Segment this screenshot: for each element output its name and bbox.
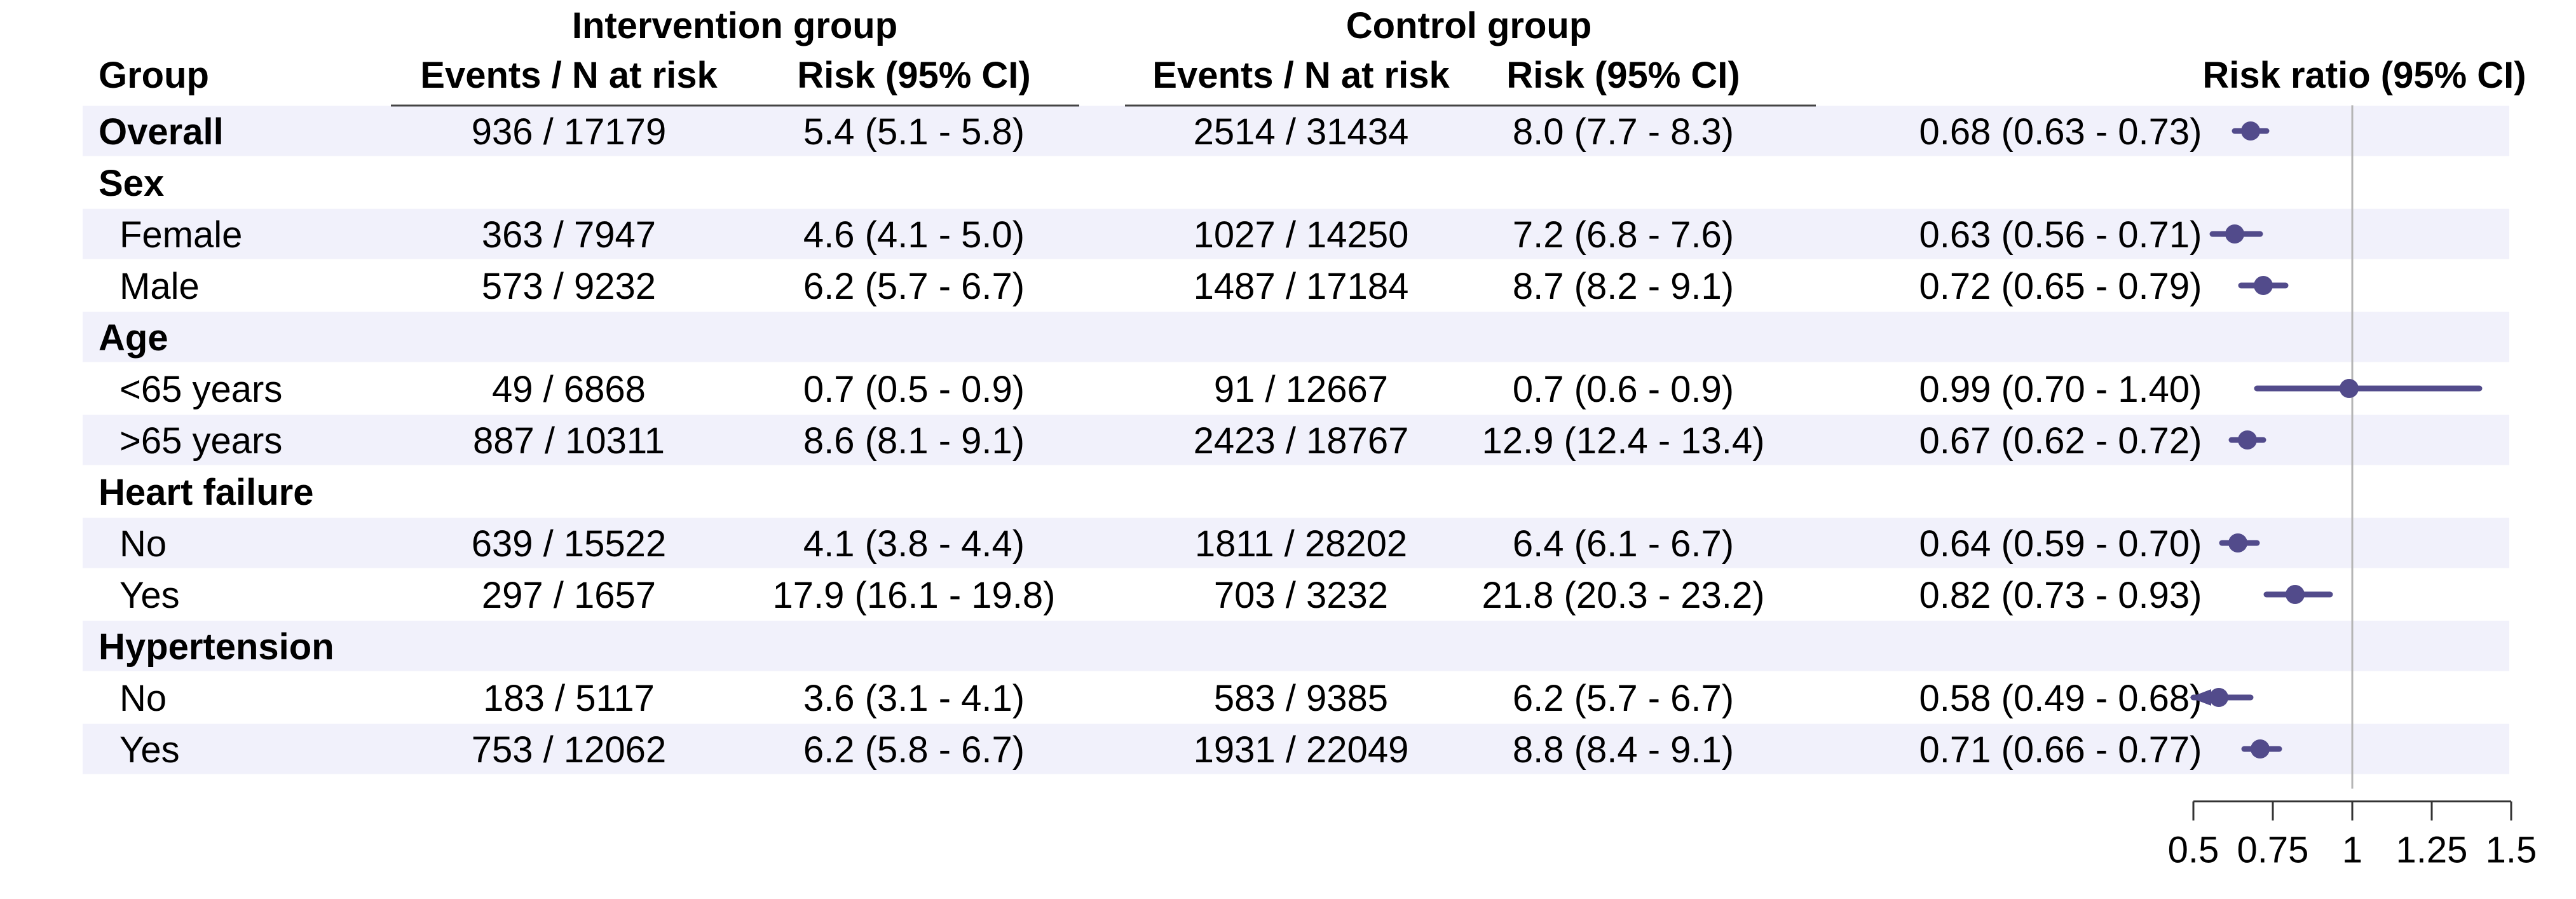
row-label: No bbox=[119, 523, 167, 565]
subgroup-header: Age bbox=[99, 317, 168, 359]
control-group-title: Control group bbox=[1346, 5, 1592, 46]
control-risk-cell: 6.2 (5.7 - 6.7) bbox=[1513, 678, 1734, 719]
intervention-risk-cell: 6.2 (5.8 - 6.7) bbox=[803, 729, 1025, 771]
row-band bbox=[83, 209, 2509, 259]
point-estimate bbox=[2286, 585, 2305, 604]
risk-ratio-cell: 0.68 (0.63 - 0.73) bbox=[1919, 111, 2202, 153]
control-risk-cell: 8.0 (7.7 - 8.3) bbox=[1513, 111, 1734, 153]
control-events-header: Events / N at risk bbox=[1152, 55, 1450, 96]
control-events-cell: 1027 / 14250 bbox=[1194, 214, 1409, 256]
intervention-events-cell: 753 / 12062 bbox=[472, 729, 666, 771]
row-band bbox=[83, 518, 2509, 568]
point-estimate bbox=[2238, 430, 2257, 450]
control-events-cell: 1811 / 28202 bbox=[1195, 523, 1407, 565]
x-tick-label: 1 bbox=[2342, 830, 2362, 871]
row-label: Female bbox=[119, 214, 242, 256]
forest-plot-area: 0.5 0.75 1 1.25 1.5 bbox=[2168, 105, 2537, 871]
intervention-events-cell: 183 / 5117 bbox=[483, 678, 655, 719]
group-column-header: Group bbox=[99, 55, 209, 96]
intervention-risk-header: Risk (95% CI) bbox=[797, 55, 1030, 96]
intervention-events-cell: 639 / 15522 bbox=[472, 523, 666, 565]
row-bands bbox=[83, 106, 2509, 774]
intervention-risk-cell: 4.1 (3.8 - 4.4) bbox=[803, 523, 1025, 565]
point-estimate bbox=[2254, 276, 2273, 295]
control-risk-header: Risk (95% CI) bbox=[1506, 55, 1740, 96]
control-events-cell: 583 / 9385 bbox=[1214, 678, 1388, 719]
intervention-risk-cell: 17.9 (16.1 - 19.8) bbox=[773, 575, 1056, 616]
control-risk-cell: 21.8 (20.3 - 23.2) bbox=[1482, 575, 1765, 616]
control-events-cell: 2514 / 31434 bbox=[1194, 111, 1409, 153]
intervention-events-cell: 573 / 9232 bbox=[482, 266, 656, 307]
row-band bbox=[83, 106, 2509, 156]
point-estimate bbox=[2241, 121, 2260, 141]
risk-ratio-cell: 0.58 (0.49 - 0.68) bbox=[1919, 678, 2202, 719]
intervention-events-cell: 936 / 17179 bbox=[472, 111, 666, 153]
row-label: Yes bbox=[119, 575, 180, 616]
table-rows: Overall 936 / 17179 5.4 (5.1 - 5.8) 2514 / … bbox=[99, 111, 2202, 771]
row-band bbox=[83, 724, 2509, 774]
intervention-risk-cell: 0.7 (0.5 - 0.9) bbox=[803, 369, 1025, 410]
control-risk-cell: 6.4 (6.1 - 6.7) bbox=[1513, 523, 1734, 565]
row-label: Yes bbox=[119, 729, 180, 771]
intervention-events-header: Events / N at risk bbox=[420, 55, 718, 96]
control-risk-cell: 7.2 (6.8 - 7.6) bbox=[1513, 214, 1734, 256]
row-label: Male bbox=[119, 266, 200, 307]
control-events-cell: 2423 / 18767 bbox=[1194, 420, 1409, 462]
row-label: >65 years bbox=[119, 420, 282, 462]
point-estimate bbox=[2251, 739, 2270, 758]
table-header: Intervention group Control group Group E… bbox=[99, 5, 2526, 107]
intervention-risk-cell: 5.4 (5.1 - 5.8) bbox=[803, 111, 1025, 153]
row-label: <65 years bbox=[119, 369, 282, 410]
risk-ratio-header: Risk ratio (95% CI) bbox=[2202, 55, 2526, 96]
subgroup-header: Heart failure bbox=[99, 472, 313, 513]
subgroup-header: Sex bbox=[99, 163, 164, 204]
x-tick-label: 1.25 bbox=[2396, 830, 2468, 871]
intervention-risk-cell: 6.2 (5.7 - 6.7) bbox=[803, 266, 1025, 307]
subgroup-header: Hypertension bbox=[99, 626, 334, 668]
row-band bbox=[83, 621, 2509, 671]
control-events-cell: 1931 / 22049 bbox=[1194, 729, 1409, 771]
intervention-events-cell: 49 / 6868 bbox=[492, 369, 646, 410]
ci-truncation-arrow bbox=[2190, 689, 2211, 706]
control-risk-cell: 12.9 (12.4 - 13.4) bbox=[1482, 420, 1765, 462]
intervention-group-title: Intervention group bbox=[572, 5, 897, 46]
point-estimate bbox=[2209, 688, 2228, 707]
risk-ratio-cell: 0.99 (0.70 - 1.40) bbox=[1919, 369, 2202, 410]
control-risk-cell: 8.8 (8.4 - 9.1) bbox=[1513, 729, 1734, 771]
x-tick-label: 0.75 bbox=[2237, 830, 2309, 871]
row-label: Overall bbox=[99, 111, 224, 153]
control-events-cell: 703 / 3232 bbox=[1214, 575, 1388, 616]
point-estimate bbox=[2225, 224, 2244, 244]
intervention-risk-cell: 3.6 (3.1 - 4.1) bbox=[803, 678, 1025, 719]
intervention-risk-cell: 4.6 (4.1 - 5.0) bbox=[803, 214, 1025, 256]
intervention-events-cell: 887 / 10311 bbox=[473, 420, 665, 462]
x-tick-label: 0.5 bbox=[2168, 830, 2219, 871]
intervention-risk-cell: 8.6 (8.1 - 9.1) bbox=[803, 420, 1025, 462]
x-tick-label: 1.5 bbox=[2486, 830, 2537, 871]
control-risk-cell: 0.7 (0.6 - 0.9) bbox=[1513, 369, 1734, 410]
control-events-cell: 1487 / 17184 bbox=[1194, 266, 1409, 307]
row-label: No bbox=[119, 678, 167, 719]
row-band bbox=[83, 312, 2509, 362]
intervention-events-cell: 297 / 1657 bbox=[482, 575, 656, 616]
point-estimate bbox=[2340, 379, 2359, 398]
row-band bbox=[83, 415, 2509, 465]
intervention-events-cell: 363 / 7947 bbox=[482, 214, 656, 256]
risk-ratio-cell: 0.63 (0.56 - 0.71) bbox=[1919, 214, 2202, 256]
risk-ratio-cell: 0.67 (0.62 - 0.72) bbox=[1919, 420, 2202, 462]
risk-ratio-cell: 0.72 (0.65 - 0.79) bbox=[1919, 266, 2202, 307]
risk-ratio-cell: 0.64 (0.59 - 0.70) bbox=[1919, 523, 2202, 565]
risk-ratio-cell: 0.82 (0.73 - 0.93) bbox=[1919, 575, 2202, 616]
control-risk-cell: 8.7 (8.2 - 9.1) bbox=[1513, 266, 1734, 307]
risk-ratio-cell: 0.71 (0.66 - 0.77) bbox=[1919, 729, 2202, 771]
point-estimate bbox=[2228, 533, 2247, 552]
control-events-cell: 91 / 12667 bbox=[1214, 369, 1388, 410]
